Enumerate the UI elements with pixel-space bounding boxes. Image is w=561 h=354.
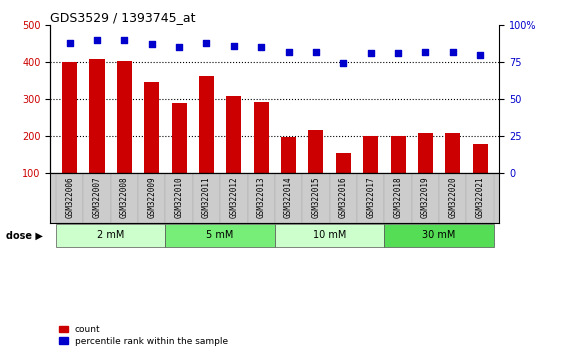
Bar — [144, 82, 159, 173]
Bar — [412, 173, 439, 223]
Bar — [84, 173, 111, 223]
Bar — [302, 173, 330, 223]
Text: GSM322009: GSM322009 — [147, 176, 157, 218]
Legend: count, percentile rank within the sample: count, percentile rank within the sample — [55, 321, 232, 349]
Text: GSM322017: GSM322017 — [366, 176, 375, 218]
Point — [257, 44, 266, 50]
Bar — [172, 103, 187, 173]
Bar — [472, 144, 488, 173]
Bar — [418, 133, 433, 173]
Bar — [111, 173, 138, 223]
Bar — [62, 62, 77, 173]
Bar — [466, 173, 494, 223]
Text: GSM322018: GSM322018 — [393, 176, 403, 218]
Text: GSM322020: GSM322020 — [448, 176, 457, 218]
Bar — [309, 130, 324, 173]
Point — [476, 52, 485, 57]
Text: 5 mM: 5 mM — [206, 230, 234, 240]
Bar — [281, 137, 296, 173]
Text: 2 mM: 2 mM — [97, 230, 125, 240]
Text: GSM322016: GSM322016 — [339, 176, 348, 218]
Bar — [439, 173, 466, 223]
Text: GSM322014: GSM322014 — [284, 176, 293, 218]
Point — [284, 49, 293, 55]
Bar — [90, 59, 104, 173]
Point — [339, 61, 348, 66]
Bar — [226, 96, 241, 173]
Point — [421, 49, 430, 55]
Bar — [384, 173, 412, 223]
Bar — [117, 61, 132, 173]
Point — [93, 37, 102, 42]
Bar — [390, 136, 406, 173]
Text: GSM322008: GSM322008 — [120, 176, 129, 218]
Point — [147, 41, 156, 47]
Text: GSM322011: GSM322011 — [202, 176, 211, 218]
Point — [174, 44, 183, 50]
Text: 30 mM: 30 mM — [422, 230, 456, 240]
Text: GSM322013: GSM322013 — [257, 176, 266, 218]
Bar — [138, 173, 165, 223]
Bar — [275, 224, 384, 247]
Bar — [193, 173, 220, 223]
Bar — [254, 102, 269, 173]
Text: 10 mM: 10 mM — [313, 230, 346, 240]
Point — [366, 50, 375, 56]
Bar — [275, 173, 302, 223]
Bar — [56, 173, 84, 223]
Bar — [165, 173, 193, 223]
Bar — [199, 76, 214, 173]
Text: GDS3529 / 1393745_at: GDS3529 / 1393745_at — [50, 11, 196, 24]
Bar — [363, 136, 378, 173]
Bar — [220, 173, 247, 223]
Point — [311, 49, 320, 55]
Text: dose ▶: dose ▶ — [6, 230, 43, 240]
Text: GSM322015: GSM322015 — [311, 176, 320, 218]
Point — [120, 37, 129, 42]
Bar — [445, 133, 460, 173]
Bar — [330, 173, 357, 223]
Text: GSM322021: GSM322021 — [476, 176, 485, 218]
Point — [229, 43, 238, 48]
Point — [202, 40, 211, 45]
Point — [394, 50, 403, 56]
Bar — [56, 224, 165, 247]
Bar — [357, 173, 384, 223]
Text: GSM322007: GSM322007 — [93, 176, 102, 218]
Point — [448, 49, 457, 55]
Bar — [336, 153, 351, 173]
Text: GSM322010: GSM322010 — [174, 176, 183, 218]
Text: GSM322019: GSM322019 — [421, 176, 430, 218]
Bar — [384, 224, 494, 247]
Bar — [165, 224, 275, 247]
Bar — [247, 173, 275, 223]
Text: GSM322006: GSM322006 — [65, 176, 74, 218]
Point — [65, 40, 74, 45]
Text: GSM322012: GSM322012 — [229, 176, 238, 218]
